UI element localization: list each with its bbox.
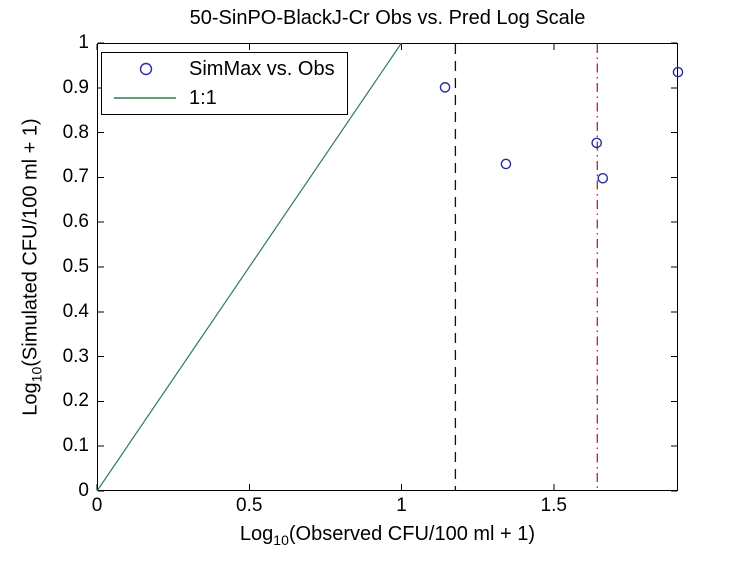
y-tick-label: 0.7 [62, 166, 89, 188]
y-tick-label: 0.9 [62, 76, 89, 98]
data-point [439, 82, 451, 93]
x-axis-label-subscript: 10 [273, 532, 289, 548]
legend-label-one-to-one: 1:1 [189, 86, 217, 109]
y-tick-label: 0.3 [62, 345, 89, 367]
y-axis-label-rest: (Simulated CFU/100 ml + 1) [19, 118, 42, 367]
y-tick-label: 0.2 [62, 390, 89, 412]
x-axis-label-prefix: Log [239, 523, 274, 545]
data-point [597, 172, 609, 184]
legend-swatch-simmax [139, 62, 153, 76]
y-tick-label: 0.4 [62, 300, 89, 322]
legend-label-simmax: SimMax vs. Obs [189, 57, 335, 80]
chart-title: 50-SinPO-BlackJ-Cr Obs vs. Pred Log Scal… [189, 7, 586, 29]
y-tick-label: 0.5 [62, 256, 89, 277]
circle-marker-icon [139, 62, 153, 76]
plot-area [96, 42, 684, 492]
plot-canvas [96, 42, 684, 492]
y-tick-label: 0 [78, 480, 89, 501]
data-point [500, 158, 512, 170]
x-tick-label: 0.5 [236, 495, 263, 516]
y-tick-label: 1 [78, 32, 89, 53]
y-tick-label: 0.1 [62, 435, 89, 457]
data-point [591, 137, 602, 149]
y-axis-label-subscript: 10 [28, 366, 45, 383]
one-to-one-line [96, 42, 403, 492]
x-tick-label: 1 [396, 495, 407, 516]
y-tick-label: 0.8 [62, 121, 89, 143]
y-tick-label: 0.6 [62, 211, 89, 233]
x-axis-label: Log10(Observed CFU/100 ml + 1) [97, 523, 678, 548]
x-tick-label: 0 [91, 495, 103, 516]
x-axis-label-rest: (Observed CFU/100 ml + 1) [288, 523, 536, 545]
legend-swatch-one-to-one [114, 97, 176, 99]
legend-item-one-to-one: 1:1 [102, 84, 347, 113]
data-point [672, 66, 684, 78]
x-tick-label: 1.5 [540, 495, 567, 516]
legend: SimMax vs. Obs 1:1 [101, 52, 348, 115]
legend-item-simmax: SimMax vs. Obs [102, 55, 347, 84]
axis-box [97, 43, 678, 491]
